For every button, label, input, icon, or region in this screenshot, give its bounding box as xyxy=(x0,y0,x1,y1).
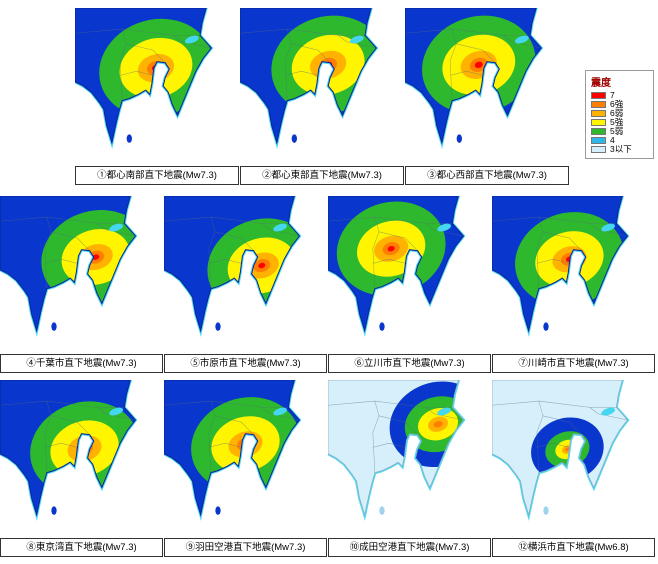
map-cell: ⑫横浜市直下地震(Mw6.8) xyxy=(492,380,655,557)
map-caption: ①都心南部直下地震(Mw7.3) xyxy=(75,166,239,185)
legend-swatch xyxy=(591,118,606,126)
legend-swatch xyxy=(591,91,606,99)
legend-item: 5強 xyxy=(591,117,648,127)
legend-title: 震度 xyxy=(591,78,611,89)
map-row-1: ①都心南部直下地震(Mw7.3) ②都心東部直下地震(Mw7.3) ③都心西部直下地… xyxy=(75,8,569,185)
legend-swatch xyxy=(591,136,606,144)
legend-item: 6弱 xyxy=(591,108,648,118)
map-caption: ⑤市原市直下地震(Mw7.3) xyxy=(164,354,327,373)
intensity-map xyxy=(0,380,163,538)
legend-swatch xyxy=(591,145,606,153)
map-cell: ③都心西部直下地震(Mw7.3) xyxy=(405,8,569,185)
map-row-3: ⑧東京湾直下地震(Mw7.3) ⑨羽田空港直下地震(Mw7.3) ⑩成田空港直下地震… xyxy=(0,380,655,557)
legend-swatch xyxy=(591,127,606,135)
map-caption: ②都心東部直下地震(Mw7.3) xyxy=(240,166,404,185)
intensity-map xyxy=(240,8,404,166)
legend-swatch xyxy=(591,100,606,108)
map-cell: ⑩成田空港直下地震(Mw7.3) xyxy=(328,380,491,557)
intensity-map xyxy=(75,8,239,166)
legend-item: 3以下 xyxy=(591,144,648,154)
map-canvas xyxy=(240,8,404,166)
legend-item: 6強 xyxy=(591,99,648,109)
legend-swatch xyxy=(591,109,606,117)
map-caption: ⑥立川市直下地震(Mw7.3) xyxy=(328,354,491,373)
map-caption: ④千葉市直下地震(Mw7.3) xyxy=(0,354,163,373)
map-caption: ⑫横浜市直下地震(Mw6.8) xyxy=(492,538,655,557)
map-caption: ⑨羽田空港直下地震(Mw7.3) xyxy=(164,538,327,557)
map-canvas xyxy=(164,196,327,354)
map-cell: ④千葉市直下地震(Mw7.3) xyxy=(0,196,163,373)
map-caption: ⑦川崎市直下地震(Mw7.3) xyxy=(492,354,655,373)
map-cell: ⑦川崎市直下地震(Mw7.3) xyxy=(492,196,655,373)
legend-item-label: 6強 xyxy=(610,99,624,109)
map-caption: ⑧東京湾直下地震(Mw7.3) xyxy=(0,538,163,557)
map-canvas xyxy=(492,196,655,354)
legend-item-label: 4 xyxy=(610,135,615,145)
intensity-map xyxy=(328,196,491,354)
map-cell: ⑥立川市直下地震(Mw7.3) xyxy=(328,196,491,373)
map-row-2: ④千葉市直下地震(Mw7.3) ⑤市原市直下地震(Mw7.3) ⑥立川市直下地震(M… xyxy=(0,196,655,373)
legend-item-label: 7 xyxy=(610,90,615,100)
intensity-map xyxy=(164,196,327,354)
map-canvas xyxy=(75,8,239,166)
map-canvas xyxy=(164,380,327,538)
intensity-map xyxy=(405,8,569,166)
map-canvas xyxy=(405,8,569,166)
legend-item-label: 3以下 xyxy=(610,144,632,154)
legend-item: 4 xyxy=(591,135,648,145)
intensity-map xyxy=(492,380,655,538)
map-cell: ②都心東部直下地震(Mw7.3) xyxy=(240,8,404,185)
map-canvas xyxy=(0,380,163,538)
legend-items: 7 6強 6弱 5強 5弱 4 3以下 xyxy=(591,90,648,154)
intensity-map xyxy=(328,380,491,538)
map-canvas xyxy=(0,196,163,354)
map-cell: ⑧東京湾直下地震(Mw7.3) xyxy=(0,380,163,557)
legend-item-label: 6弱 xyxy=(610,108,624,118)
intensity-legend: 震度 7 6強 6弱 5強 5弱 4 3以下 xyxy=(585,70,654,159)
map-cell: ⑤市原市直下地震(Mw7.3) xyxy=(164,196,327,373)
intensity-map xyxy=(164,380,327,538)
map-caption: ⑩成田空港直下地震(Mw7.3) xyxy=(328,538,491,557)
map-canvas xyxy=(328,196,491,354)
map-caption: ③都心西部直下地震(Mw7.3) xyxy=(405,166,569,185)
legend-item: 5弱 xyxy=(591,126,648,136)
intensity-map xyxy=(492,196,655,354)
map-cell: ①都心南部直下地震(Mw7.3) xyxy=(75,8,239,185)
legend-item-label: 5強 xyxy=(610,117,624,127)
map-cell: ⑨羽田空港直下地震(Mw7.3) xyxy=(164,380,327,557)
map-canvas xyxy=(328,380,491,538)
map-canvas xyxy=(492,380,655,538)
legend-item-label: 5弱 xyxy=(610,126,624,136)
intensity-map xyxy=(0,196,163,354)
legend-item: 7 xyxy=(591,90,648,100)
